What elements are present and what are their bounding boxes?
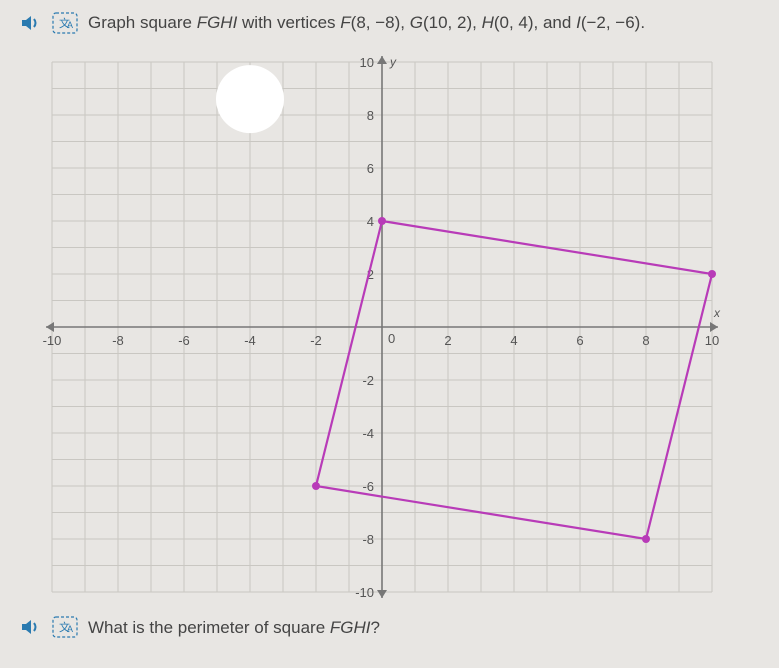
svg-text:-8: -8 <box>112 333 124 348</box>
graph-svg: xy-10-8-6-4-20246810108642-2-4-6-8-10 <box>32 42 732 612</box>
svg-text:-10: -10 <box>355 585 374 600</box>
svg-text:-6: -6 <box>178 333 190 348</box>
svg-text:4: 4 <box>510 333 517 348</box>
v-G: G <box>410 13 423 32</box>
svg-text:4: 4 <box>367 214 374 229</box>
s3: , and <box>534 13 577 32</box>
svg-text:6: 6 <box>576 333 583 348</box>
svg-text:A: A <box>67 20 73 30</box>
svg-text:2: 2 <box>444 333 451 348</box>
question-text: Graph square FGHI with vertices F(8, −8)… <box>88 13 645 33</box>
svg-text:8: 8 <box>642 333 649 348</box>
v-Gc: (10, 2) <box>423 13 472 32</box>
q-shape: FGHI <box>197 13 238 32</box>
v-Ic: (−2, −6) <box>581 13 641 32</box>
svg-text:-10: -10 <box>43 333 62 348</box>
q-prefix: Graph square <box>88 13 197 32</box>
speaker-icon[interactable] <box>20 617 42 637</box>
s2: , <box>472 13 481 32</box>
question2-text: What is the perimeter of square FGHI? <box>88 618 380 638</box>
svg-text:10: 10 <box>360 55 374 70</box>
svg-text:6: 6 <box>367 161 374 176</box>
q2-suffix: ? <box>371 618 380 637</box>
svg-text:A: A <box>67 624 73 634</box>
svg-text:y: y <box>389 55 397 69</box>
svg-text:-8: -8 <box>362 532 374 547</box>
speaker-icon[interactable] <box>20 13 42 33</box>
svg-text:8: 8 <box>367 108 374 123</box>
v-Fc: (8, −8) <box>351 13 401 32</box>
coordinate-graph[interactable]: xy-10-8-6-4-20246810108642-2-4-6-8-10 <box>32 42 759 612</box>
v-H: H <box>482 13 494 32</box>
q2-shape: FGHI <box>330 618 371 637</box>
svg-text:-4: -4 <box>244 333 256 348</box>
svg-text:-4: -4 <box>362 426 374 441</box>
v-F: F <box>340 13 350 32</box>
q-mid: with vertices <box>237 13 340 32</box>
language-icon[interactable]: 文 A <box>52 616 78 638</box>
v-Hc: (0, 4) <box>494 13 534 32</box>
svg-text:-2: -2 <box>310 333 322 348</box>
s1: , <box>400 13 409 32</box>
svg-text:x: x <box>713 306 721 320</box>
q-period: . <box>640 13 645 32</box>
q2-prefix: What is the perimeter of square <box>88 618 330 637</box>
svg-text:-2: -2 <box>362 373 374 388</box>
question-row: 文 A Graph square FGHI with vertices F(8,… <box>20 12 759 34</box>
svg-text:10: 10 <box>705 333 719 348</box>
question2-row: 文 A What is the perimeter of square FGHI… <box>20 616 759 638</box>
svg-text:-6: -6 <box>362 479 374 494</box>
language-icon[interactable]: 文 A <box>52 12 78 34</box>
svg-text:0: 0 <box>388 331 395 346</box>
